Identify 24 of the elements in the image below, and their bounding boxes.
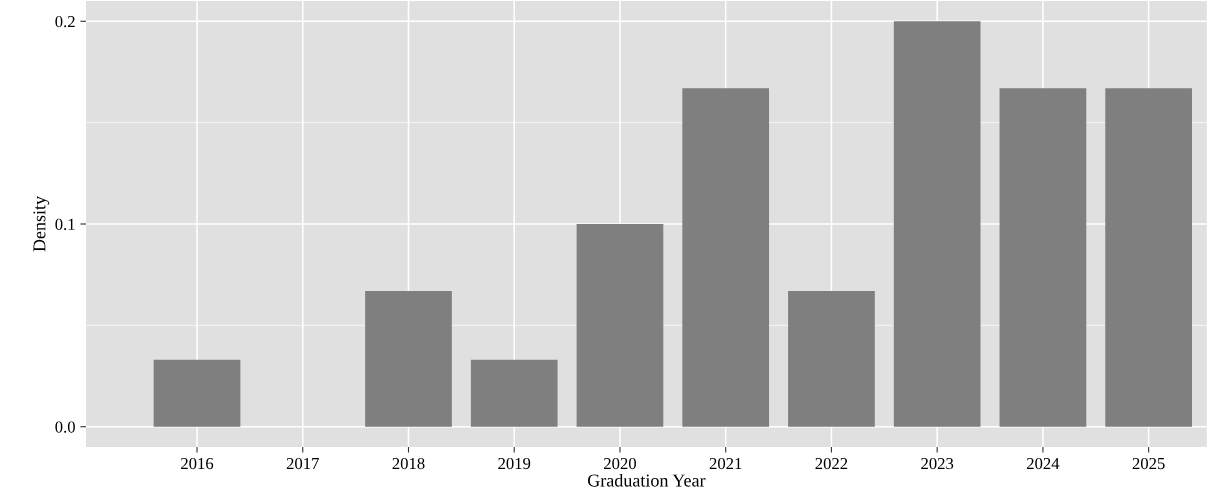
bar bbox=[576, 224, 664, 427]
x-axis-title: Graduation Year bbox=[587, 473, 706, 487]
bar bbox=[788, 290, 875, 427]
bar bbox=[682, 88, 770, 427]
x-tick-label: 2022 bbox=[815, 457, 848, 470]
x-tick-label: 2017 bbox=[286, 457, 319, 470]
bar bbox=[1105, 88, 1192, 427]
bar bbox=[153, 359, 241, 427]
x-tick-label: 2024 bbox=[1026, 457, 1060, 470]
x-tick-label: 2020 bbox=[604, 457, 636, 470]
x-tick-label: 2021 bbox=[709, 457, 742, 470]
x-tick-label: 2025 bbox=[1132, 457, 1165, 470]
bar bbox=[365, 290, 452, 427]
y-axis-title: Density bbox=[33, 195, 50, 252]
x-tick-label: 2023 bbox=[921, 457, 954, 470]
y-tick-label: 0.0 bbox=[55, 421, 75, 433]
x-tick-label: 2019 bbox=[498, 457, 531, 470]
x-tick-label: 2018 bbox=[392, 457, 425, 470]
y-tick-label: 0.2 bbox=[55, 15, 75, 28]
y-tick-label: 0.1 bbox=[55, 218, 75, 231]
x-tick-label: 2016 bbox=[181, 457, 214, 470]
bar bbox=[999, 88, 1087, 427]
bar bbox=[470, 359, 558, 427]
bar bbox=[893, 21, 981, 427]
